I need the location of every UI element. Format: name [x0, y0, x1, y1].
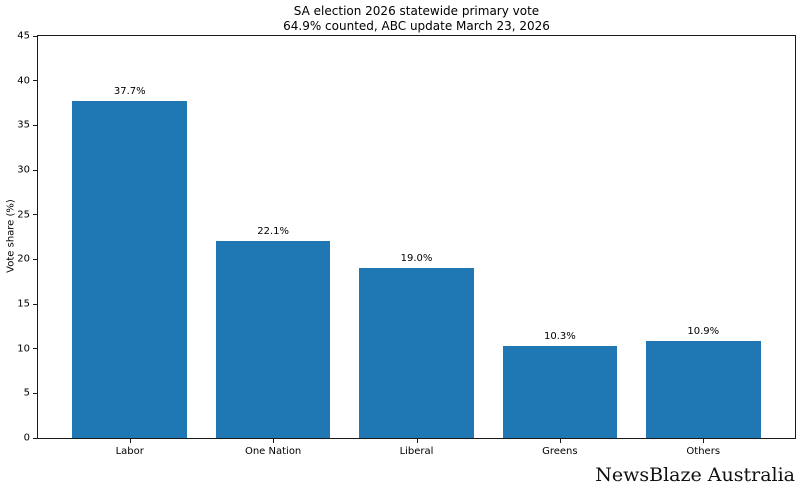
y-tick-label: 25: [17, 209, 30, 221]
y-tick-label: 15: [17, 298, 30, 310]
y-tick-mark: [33, 124, 37, 126]
x-tick-label: Labor: [115, 446, 144, 457]
x-tick-mark: [273, 439, 275, 443]
y-tick-label: 20: [17, 253, 30, 265]
bar-others: [645, 340, 761, 438]
y-tick-label: 0: [23, 432, 30, 444]
x-tick-mark: [559, 439, 561, 443]
bar-value-label: 19.0%: [400, 253, 433, 265]
x-tick-mark: [703, 439, 705, 443]
y-tick-mark: [33, 80, 37, 82]
y-tick-label: 35: [17, 119, 30, 131]
x-tick-mark: [129, 439, 131, 443]
y-tick-mark: [33, 214, 37, 216]
y-tick-label: 30: [17, 164, 30, 176]
x-tick-mark: [416, 439, 418, 443]
bar-labor: [72, 101, 188, 438]
x-tick-label: Others: [686, 446, 721, 457]
y-tick-label: 45: [17, 30, 30, 42]
plot-area: 0 5 10 15 20 25 30 35 40 45 37.7% Labor 22.1% One Nat…: [17, 31, 796, 457]
y-tick-mark: [33, 348, 37, 350]
y-tick-mark: [33, 392, 37, 394]
y-tick-mark: [33, 35, 37, 37]
chart-title-line1: SA election 2026 statewide primary vote: [293, 4, 540, 18]
y-tick-label: 10: [17, 343, 30, 355]
bar-value-label: 10.3%: [543, 331, 576, 342]
bar-value-label: 37.7%: [113, 86, 146, 98]
y-tick-mark: [33, 169, 37, 171]
y-tick-mark: [33, 303, 37, 305]
y-tick-label: 40: [17, 75, 30, 87]
chart-title: SA election 2026 statewide primary vote …: [38, 4, 795, 34]
bar-greens: [502, 346, 618, 438]
x-tick-label: Greens: [542, 446, 578, 457]
bar-value-label: 10.9%: [687, 325, 720, 337]
y-tick-mark: [33, 437, 37, 439]
x-tick-label: One Nation: [244, 446, 302, 457]
y-axis-label: Vote share (%): [5, 199, 17, 273]
bar-liberal: [359, 268, 474, 438]
y-tick-mark: [33, 258, 37, 260]
bar-value-label: 22.1%: [257, 225, 290, 237]
y-tick-label: 5: [23, 387, 30, 399]
chart-title-line2: 64.9% counted, ABC update March 23, 2026: [283, 19, 550, 33]
bar-one-nation: [215, 240, 331, 438]
x-tick-label: Liberal: [399, 446, 434, 457]
watermark: NewsBlaze Australia: [595, 464, 795, 486]
